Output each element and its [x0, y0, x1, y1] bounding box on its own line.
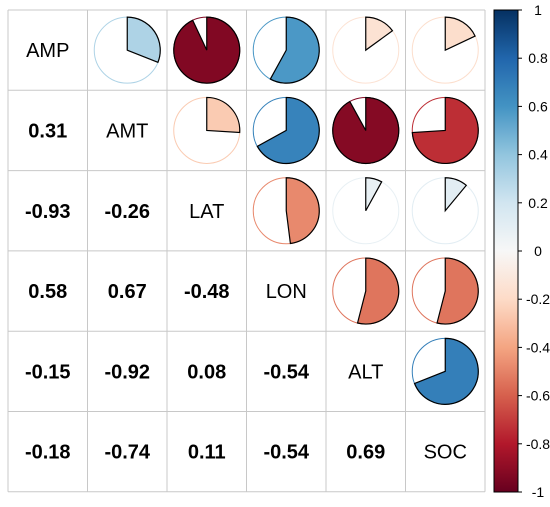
colorbar-tick-label: 0.6: [528, 98, 548, 114]
pie-slice: [256, 96, 320, 165]
pie-amt-lat: [173, 96, 241, 164]
colorbar-tick-label: 0.4: [528, 147, 548, 163]
pie-slice: [173, 16, 241, 84]
coef-label-alt-lat: 0.08: [187, 361, 226, 383]
pie-amp-amt: [93, 16, 161, 84]
variable-label-alt: ALT: [348, 361, 383, 383]
colorbar-tick-label: 0.8: [528, 50, 548, 66]
pie-amp-lon: [252, 16, 320, 84]
pie-alt-soc: [411, 337, 479, 405]
pie-slice: [206, 96, 241, 134]
colorbar-tick-label: 0.2: [528, 195, 548, 211]
grid-lines: [7, 9, 486, 493]
pie-slice: [285, 177, 320, 245]
colorbar-tick-label: 0: [534, 243, 542, 259]
variable-label-amp: AMP: [26, 40, 69, 62]
pie-lat-lon: [252, 177, 320, 245]
pie-lat-alt: [332, 177, 400, 245]
pie-slice: [126, 16, 161, 64]
variable-label-amt: AMT: [106, 120, 148, 142]
variable-label-lon: LON: [266, 281, 307, 303]
pie-amt-alt: [332, 96, 400, 165]
pie-slice: [356, 257, 400, 325]
pie-lon-soc: [411, 257, 479, 325]
pie-slice: [413, 337, 479, 405]
coef-label-soc-lat: 0.11: [188, 442, 226, 464]
coef-label-soc-alt: 0.69: [346, 442, 385, 464]
colorbar-tick-label: 1: [534, 2, 542, 18]
pie-lat-soc: [411, 177, 479, 245]
colorbar-tick-label: -1: [532, 484, 545, 500]
coef-label-alt-amt: -0.92: [104, 361, 150, 383]
coef-label-lat-amp: -0.93: [25, 201, 71, 223]
coef-label-lat-amt: -0.26: [104, 201, 150, 223]
coef-label-soc-amp: -0.18: [25, 442, 71, 464]
coef-label-amt-amp: 0.31: [28, 120, 67, 142]
colorbar-tick-label: -0.2: [526, 291, 550, 307]
colorbar-tick-label: -0.8: [526, 436, 550, 452]
colorbar-tick-label: -0.6: [526, 388, 550, 404]
variable-label-lat: LAT: [189, 201, 224, 223]
pie-slice: [365, 177, 383, 212]
coef-label-lon-amt: 0.67: [108, 281, 147, 303]
coef-label-soc-lon: -0.54: [263, 442, 309, 464]
pie-slice: [411, 96, 479, 165]
coef-label-lon-lat: -0.48: [184, 281, 230, 303]
pie-slice: [332, 96, 400, 165]
coef-label-alt-lon: -0.54: [263, 361, 309, 383]
pie-amt-soc: [411, 96, 479, 165]
pie-slice: [365, 16, 394, 52]
pie-slice: [436, 257, 479, 325]
pie-amp-lat: [173, 16, 241, 84]
pie-slice: [269, 16, 320, 84]
coef-label-alt-amp: -0.15: [25, 361, 71, 383]
colorbar-tick-label: -0.4: [526, 339, 550, 355]
pie-amp-soc: [411, 16, 479, 84]
colorbar: [493, 9, 519, 493]
pie-slice: [444, 177, 468, 213]
pie-lon-alt: [332, 257, 400, 325]
pie-amp-alt: [332, 16, 400, 84]
pie-amt-lon: [252, 96, 320, 165]
pie-slice: [444, 16, 476, 52]
coef-label-soc-amt: -0.74: [104, 442, 150, 464]
variable-label-soc: SOC: [424, 442, 467, 464]
coef-label-lon-amp: 0.58: [28, 281, 67, 303]
